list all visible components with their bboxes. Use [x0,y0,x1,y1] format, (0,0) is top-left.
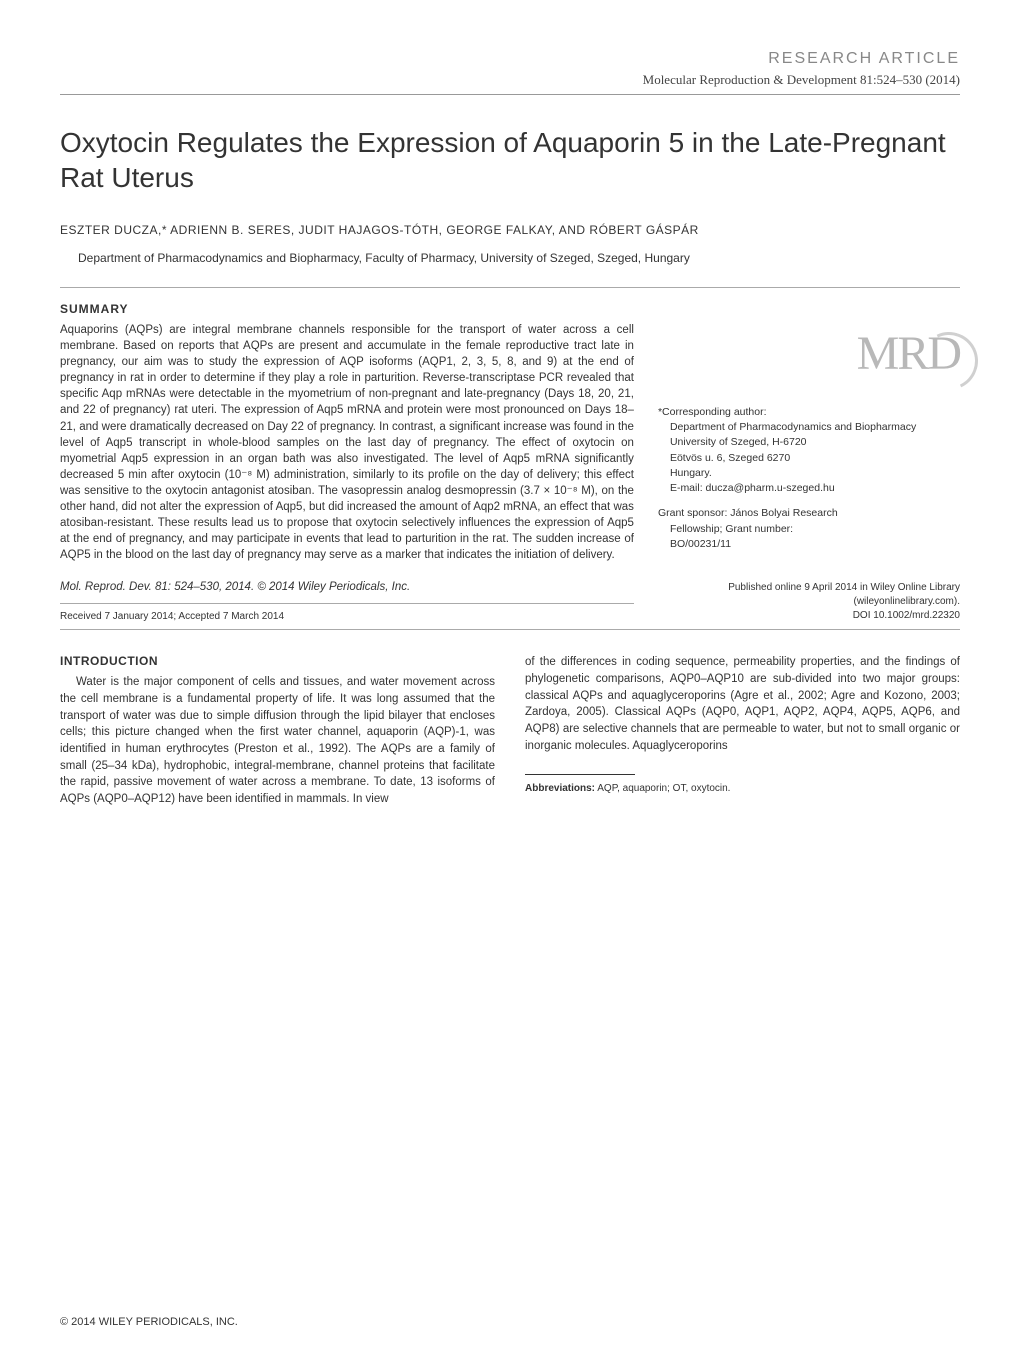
summary-heading: SUMMARY [60,302,960,316]
grant-label: Grant sponsor: János Bolyai Research [658,507,838,519]
citation-divider [60,603,634,604]
citation-left: Mol. Reprod. Dev. 81: 524–530, 2014. © 2… [60,581,634,622]
corresponding-line-0: Department of Pharmacodynamics and Bioph… [658,420,960,435]
divider-bottom [60,629,960,630]
abbreviations-text: AQP, aquaporin; OT, oxytocin. [595,783,730,794]
corresponding-line-3: Hungary. [658,466,960,481]
page-footer: © 2014 WILEY PERIODICALS, INC. [60,1316,238,1328]
corresponding-line-1: University of Szeged, H-6720 [658,435,960,450]
published-line-2: (wileyonlinelibrary.com). [658,595,960,609]
citation-row: Mol. Reprod. Dev. 81: 524–530, 2014. © 2… [60,581,960,623]
published-line-3: DOI 10.1002/mrd.22320 [658,609,960,623]
introduction-heading: INTRODUCTION [60,654,495,668]
abbreviations-divider [525,774,635,775]
summary-column: Aquaporins (AQPs) are integral membrane … [60,322,634,563]
intro-left-column: INTRODUCTION Water is the major componen… [60,654,495,807]
sidebar-column: MRD *Corresponding author: Department of… [658,322,960,563]
grant-line-1: BO/00231/11 [658,537,960,552]
intro-right-column: of the differences in coding sequence, p… [525,654,960,807]
abbreviations-label: Abbreviations: [525,783,595,794]
journal-citation: Molecular Reproduction & Development 81:… [60,72,960,88]
corresponding-line-2: Eötvös u. 6, Szeged 6270 [658,451,960,466]
citation-text: Mol. Reprod. Dev. 81: 524–530, 2014. © 2… [60,581,410,593]
received-dates: Received 7 January 2014; Accepted 7 Marc… [60,611,284,622]
abbreviations-line: Abbreviations: AQP, aquaporin; OT, oxyto… [525,783,960,794]
grant-sponsor-block: Grant sponsor: János Bolyai Research Fel… [658,506,960,552]
intro-para-left: Water is the major component of cells an… [60,674,495,807]
article-title: Oxytocin Regulates the Expression of Aqu… [60,125,960,195]
corresponding-line-4: E-mail: ducza@pharm.u-szeged.hu [658,481,960,496]
publication-info: Published online 9 April 2014 in Wiley O… [658,581,960,623]
affiliation: Department of Pharmacodynamics and Bioph… [60,251,960,265]
summary-row: Aquaporins (AQPs) are integral membrane … [60,322,960,563]
section-label: RESEARCH ARTICLE [60,50,960,68]
authors-line: ESZTER DUCZA,* ADRIENN B. SERES, JUDIT H… [60,223,960,237]
divider-top [60,287,960,288]
corresponding-label: *Corresponding author: [658,405,960,420]
intro-para-right: of the differences in coding sequence, p… [525,654,960,754]
journal-logo-box: MRD [658,326,960,381]
introduction-section: INTRODUCTION Water is the major componen… [60,654,960,807]
summary-text: Aquaporins (AQPs) are integral membrane … [60,322,634,563]
corresponding-author-block: *Corresponding author: Department of Pha… [658,405,960,496]
mrd-logo-icon: MRD [857,326,960,381]
published-line-1: Published online 9 April 2014 in Wiley O… [658,581,960,595]
grant-line-0: Fellowship; Grant number: [658,522,960,537]
page-header: RESEARCH ARTICLE Molecular Reproduction … [60,50,960,95]
